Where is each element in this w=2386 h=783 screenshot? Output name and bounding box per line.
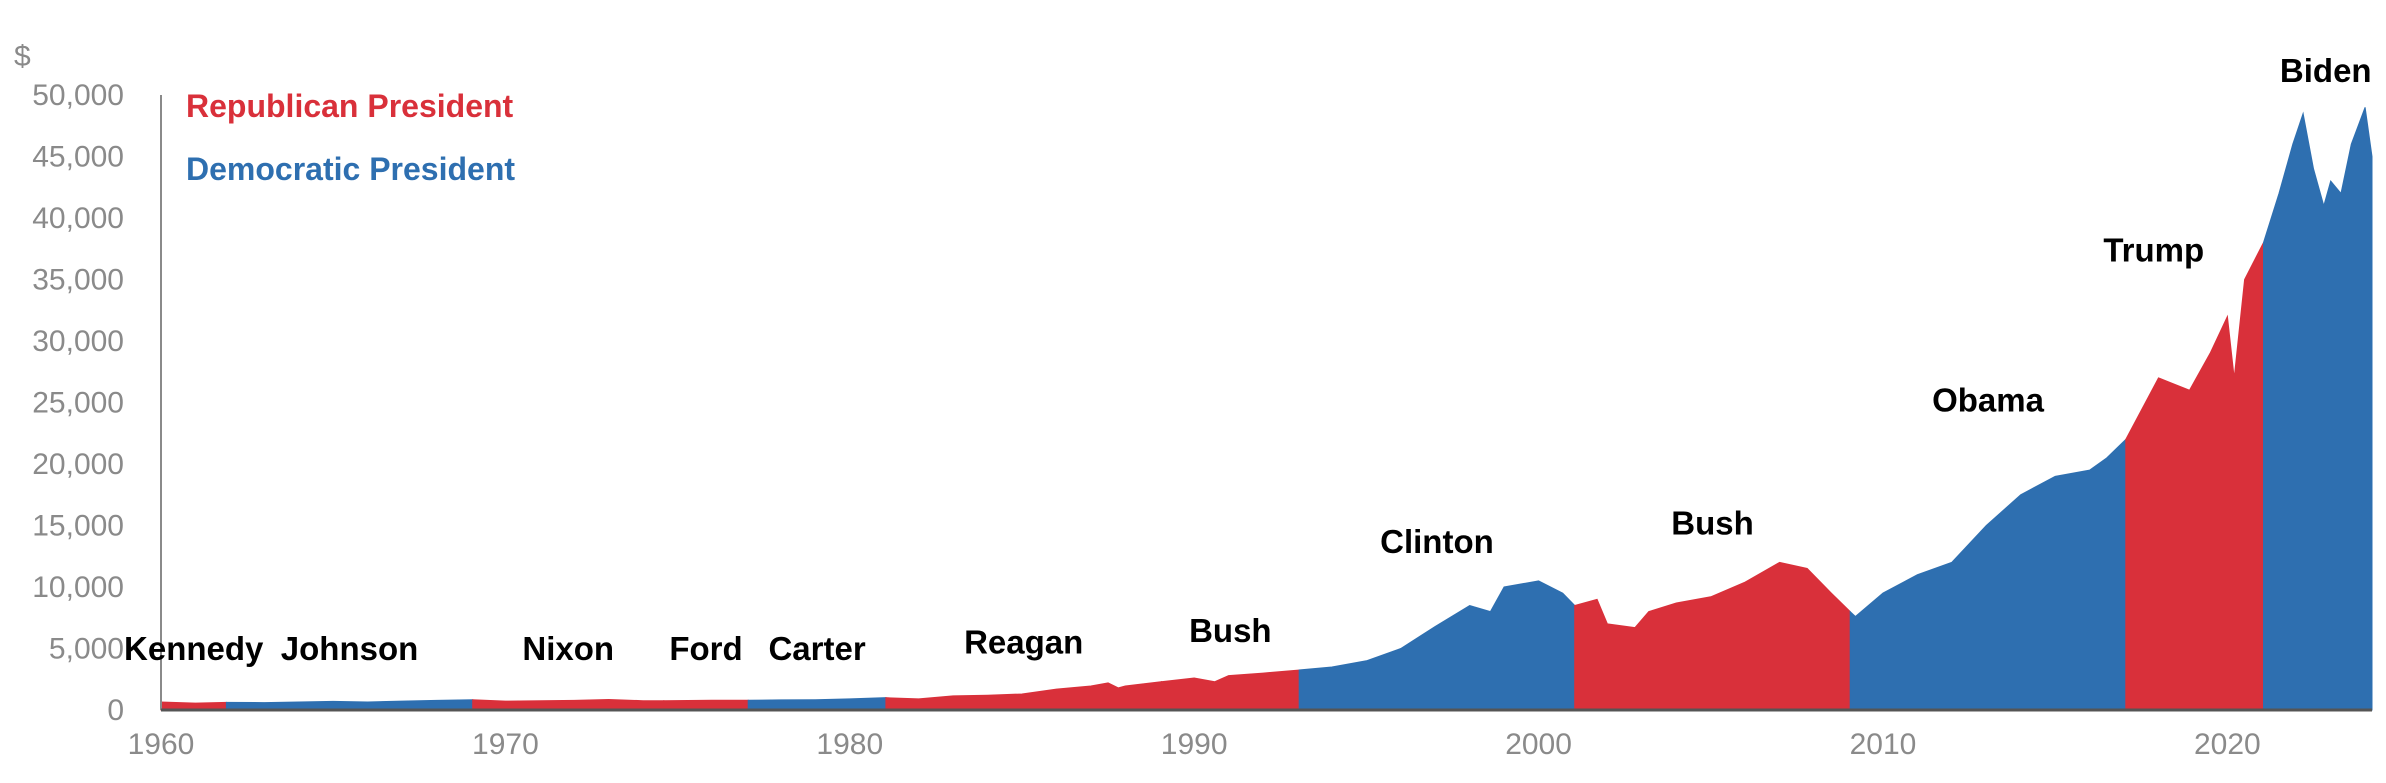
president-label-clinton: Clinton xyxy=(1380,523,1494,560)
x-tick-label: 2000 xyxy=(1505,728,1572,761)
president-label-reagan: Reagan xyxy=(964,624,1083,661)
y-tick-label: 15,000 xyxy=(32,510,124,543)
term-area-bush xyxy=(1161,669,1300,711)
x-tick-label: 2020 xyxy=(2194,728,2261,761)
president-label-kennedy: Kennedy xyxy=(124,630,264,667)
term-area-bush xyxy=(1574,561,1851,711)
y-tick-label: 45,000 xyxy=(32,141,124,174)
term-area-biden xyxy=(2263,107,2373,711)
y-tick-label: 10,000 xyxy=(32,571,124,604)
y-tick-label: 40,000 xyxy=(32,202,124,235)
legend-democratic: Democratic President xyxy=(186,151,515,187)
area-series xyxy=(160,107,2373,711)
term-area-nixon xyxy=(472,698,665,711)
y-tick-label: 35,000 xyxy=(32,264,124,297)
x-axis-ticks: 1960 1970 1980 1990 2000 2010 2020 xyxy=(128,728,2261,761)
x-tick-label: 1980 xyxy=(816,728,883,761)
term-area-trump xyxy=(2125,242,2264,711)
legend: Republican President Democratic Presiden… xyxy=(186,88,515,187)
president-label-johnson: Johnson xyxy=(281,630,419,667)
x-tick-label: 1970 xyxy=(472,728,539,761)
president-label-bush: Bush xyxy=(1189,612,1272,649)
president-label-bush: Bush xyxy=(1671,504,1754,541)
president-label-biden: Biden xyxy=(2280,52,2372,89)
term-area-obama xyxy=(1849,438,2127,711)
y-tick-label: 25,000 xyxy=(32,387,124,420)
y-tick-label: 20,000 xyxy=(32,448,124,481)
president-label-obama: Obama xyxy=(1932,381,2045,418)
term-area-reagan xyxy=(885,681,1162,711)
x-tick-label: 2010 xyxy=(1850,728,1917,761)
y-tick-label: 50,000 xyxy=(32,79,124,112)
president-label-trump: Trump xyxy=(2103,232,2204,269)
y-axis-ticks: 0 5,000 10,000 15,000 20,000 25,000 30,000 35,0… xyxy=(32,79,124,727)
term-area-clinton xyxy=(1298,580,1576,711)
legend-republican: Republican President xyxy=(186,88,514,124)
y-tick-label: 0 xyxy=(107,694,124,727)
president-label-carter: Carter xyxy=(768,630,865,667)
x-tick-label: 1960 xyxy=(128,728,195,761)
president-label-ford: Ford xyxy=(669,630,742,667)
y-axis-unit-label: $ xyxy=(14,40,31,73)
president-label-nixon: Nixon xyxy=(522,630,614,667)
term-area-carter xyxy=(747,697,887,711)
x-tick-label: 1990 xyxy=(1161,728,1228,761)
term-area-johnson xyxy=(225,699,474,711)
president-labels: Kennedy Johnson Nixon Ford Carter Reagan Bush C… xyxy=(124,52,2372,667)
y-tick-label: 5,000 xyxy=(49,633,124,666)
y-tick-label: 30,000 xyxy=(32,325,124,358)
